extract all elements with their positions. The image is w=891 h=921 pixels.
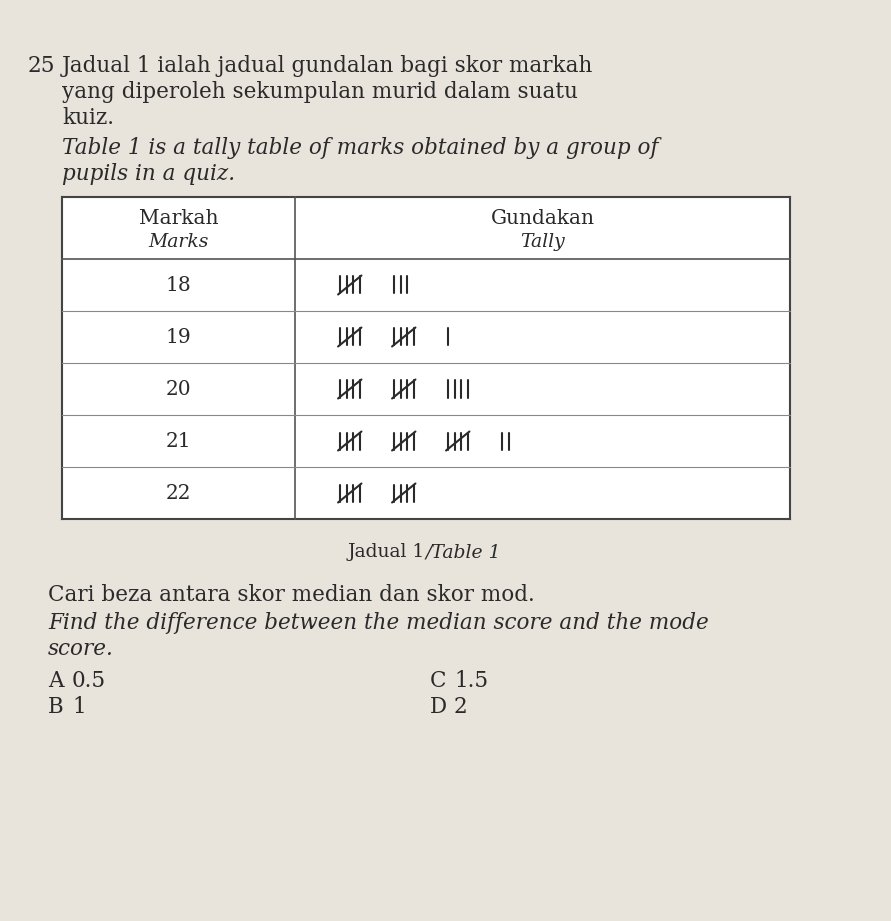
Text: yang diperoleh sekumpulan murid dalam suatu: yang diperoleh sekumpulan murid dalam su… xyxy=(62,81,578,103)
Text: 1: 1 xyxy=(72,696,86,718)
Text: Cari beza antara skor median dan skor mod.: Cari beza antara skor median dan skor mo… xyxy=(48,584,535,606)
Text: Marks: Marks xyxy=(148,233,208,251)
Text: 19: 19 xyxy=(166,328,192,346)
Text: Gundakan: Gundakan xyxy=(491,209,594,228)
Text: 22: 22 xyxy=(166,484,192,503)
Text: kuiz.: kuiz. xyxy=(62,107,114,129)
Text: 2: 2 xyxy=(454,696,468,718)
Text: /Table 1: /Table 1 xyxy=(425,543,501,561)
Text: Jadual 1: Jadual 1 xyxy=(347,543,425,561)
Text: Tally: Tally xyxy=(520,233,565,251)
Text: Jadual 1 ialah jadual gundalan bagi skor markah: Jadual 1 ialah jadual gundalan bagi skor… xyxy=(62,55,593,77)
Text: 20: 20 xyxy=(166,379,192,399)
Text: D: D xyxy=(430,696,447,718)
Text: 21: 21 xyxy=(166,432,192,450)
Text: score.: score. xyxy=(48,638,114,660)
Text: C: C xyxy=(430,670,446,692)
Text: 18: 18 xyxy=(166,275,192,295)
Text: Markah: Markah xyxy=(139,209,218,228)
Text: B: B xyxy=(48,696,63,718)
Text: Find the difference between the median score and the mode: Find the difference between the median s… xyxy=(48,612,708,634)
Text: 25: 25 xyxy=(28,55,55,77)
Text: pupils in a quiz.: pupils in a quiz. xyxy=(62,163,235,185)
Text: Table 1 is a tally table of marks obtained by a group of: Table 1 is a tally table of marks obtain… xyxy=(62,137,658,159)
Text: 0.5: 0.5 xyxy=(72,670,106,692)
Text: Jadual 1/Table 1: Jadual 1/Table 1 xyxy=(350,543,503,561)
Text: A: A xyxy=(48,670,63,692)
Text: 1.5: 1.5 xyxy=(454,670,488,692)
Bar xyxy=(62,197,790,519)
